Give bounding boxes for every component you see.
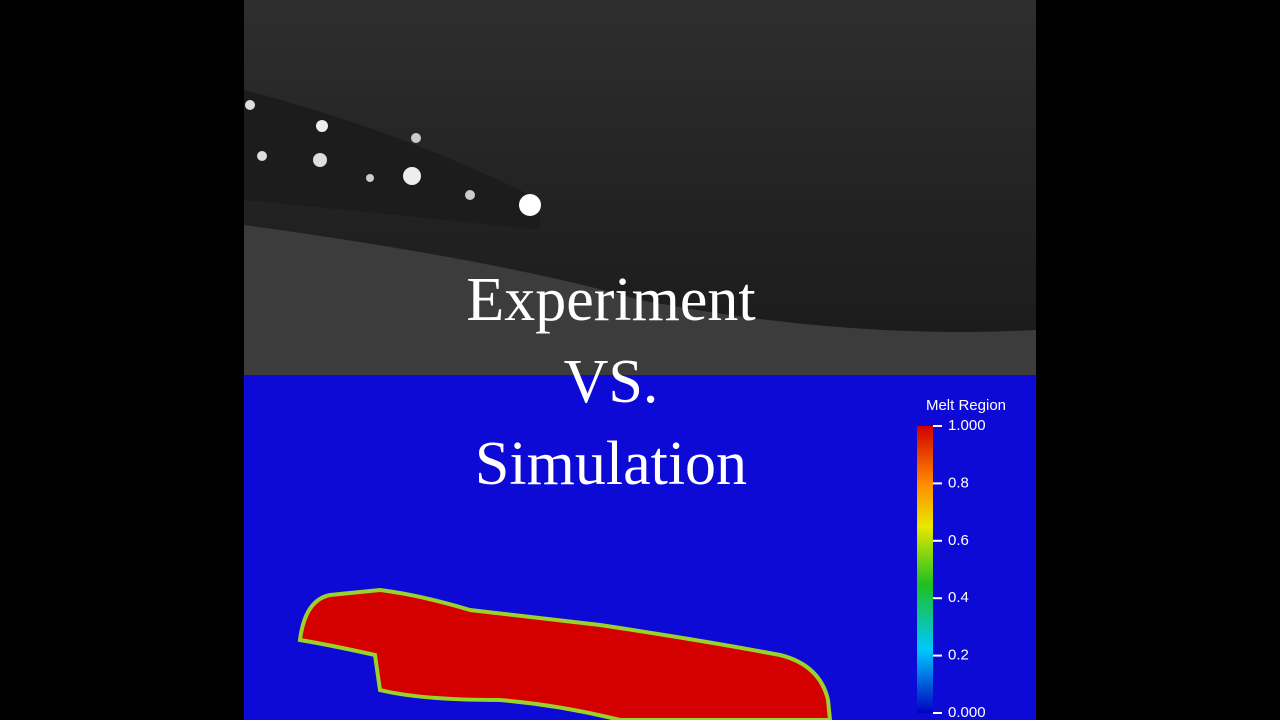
colorbar-tick-label: 0.8: [948, 474, 969, 491]
simulation-image: [244, 375, 1036, 720]
colorbar-title: Melt Region: [926, 397, 1006, 414]
colorbar-ticks: 1.000 0.8 0.6 0.4 0.2 0.000: [933, 417, 986, 720]
experiment-image: [244, 0, 1036, 375]
overlay-line: VS.: [564, 348, 659, 416]
overlay-text: Experiment VS. Simulation: [466, 266, 755, 498]
colorbar-tick-label: 0.2: [948, 647, 969, 664]
overlay-line: Simulation: [475, 430, 747, 498]
colorbar-tick-label: 0.000: [948, 704, 986, 720]
overlay-line: Experiment: [466, 266, 755, 334]
colorbar: [917, 426, 933, 713]
colorbar-tick-label: 0.4: [948, 589, 969, 606]
colorbar-tick-label: 1.000: [948, 417, 986, 434]
colorbar-tick-label: 0.6: [948, 532, 969, 549]
